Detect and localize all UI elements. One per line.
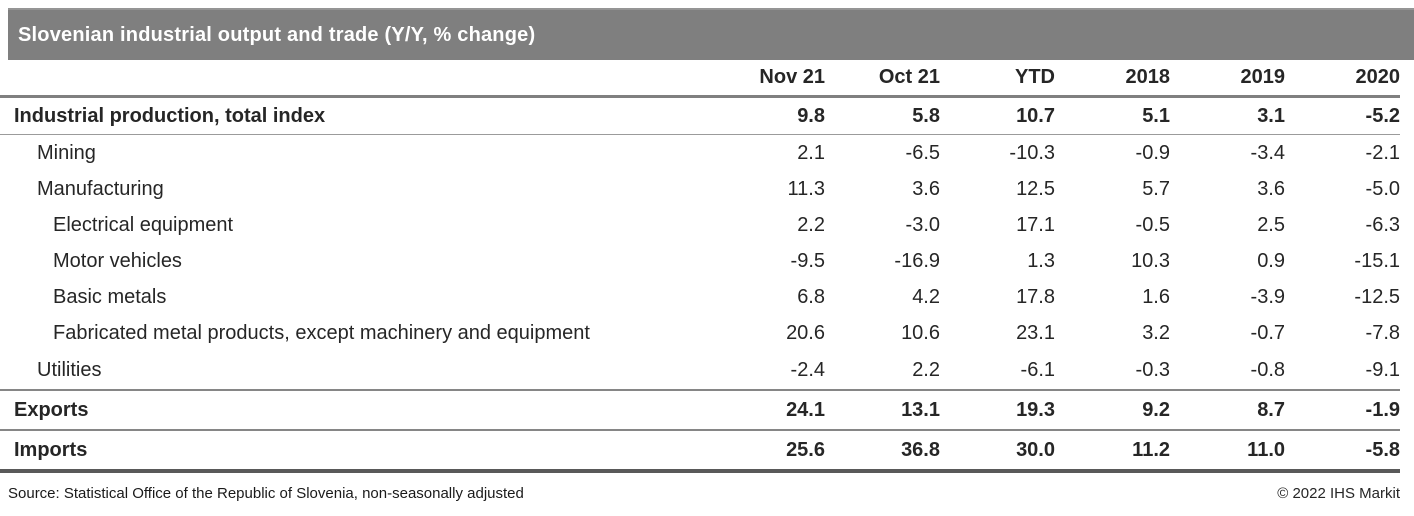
cell-value: -9.1 [1365, 358, 1400, 381]
row-label: Mining [37, 141, 96, 164]
cell-value: -5.0 [1365, 177, 1400, 200]
cell-value: -10.3 [1009, 141, 1055, 164]
row-label: Industrial production, total index [14, 104, 326, 127]
table-row: Motor vehicles -9.5 -16.9 1.3 10.3 0.9 -15.1 [0, 243, 1400, 279]
table-row: Utilities -2.4 2.2 -6.1 -0.3 -0.8 -9.1 [0, 351, 1400, 391]
cell-value: -2.1 [1365, 141, 1400, 164]
source-note: Source: Statistical Office of the Republ… [8, 485, 524, 502]
cell-value: -7.8 [1365, 321, 1400, 344]
cell-value: -12.5 [1354, 285, 1400, 308]
cell-value: -5.2 [1365, 104, 1400, 127]
cell-value: -6.1 [1020, 358, 1055, 381]
table-footer: Source: Statistical Office of the Republ… [0, 473, 1414, 502]
cell-value: -0.3 [1135, 358, 1170, 381]
cell-value: 5.7 [1142, 177, 1170, 200]
cell-value: -2.4 [790, 358, 825, 381]
cell-value: 8.7 [1257, 398, 1285, 421]
cell-value: -0.8 [1250, 358, 1285, 381]
cell-value: 3.6 [912, 177, 940, 200]
table-title: Slovenian industrial output and trade (Y… [18, 23, 536, 46]
table-body: Industrial production, total index 9.8 5.8… [0, 98, 1400, 473]
cell-value: 25.6 [786, 438, 825, 461]
column-header: YTD [1015, 66, 1055, 88]
column-header: Oct 21 [878, 66, 940, 88]
cell-value: 20.6 [786, 321, 825, 344]
table-row: Fabricated metal products, except machin… [0, 315, 1400, 351]
cell-value: 2.1 [797, 141, 825, 164]
cell-value: 5.1 [1142, 104, 1170, 127]
cell-value: 11.0 [1247, 438, 1285, 461]
cell-value: 10.3 [1131, 249, 1170, 272]
row-label: Manufacturing [37, 177, 164, 200]
cell-value: -3.0 [905, 213, 940, 236]
cell-value: 12.5 [1016, 177, 1055, 200]
column-header-row: Nov 21 Oct 21 YTD 2018 2019 2020 [0, 60, 1400, 98]
cell-value: 11.3 [787, 177, 825, 200]
cell-value: 30.0 [1016, 438, 1055, 461]
copyright-note: © 2022 IHS Markit [1277, 485, 1400, 502]
cell-value: -16.9 [894, 249, 940, 272]
table-row: Exports 24.1 13.1 19.3 9.2 8.7 -1.9 [0, 391, 1400, 431]
cell-value: 0.9 [1257, 249, 1285, 272]
table-row: Imports 25.6 36.8 30.0 11.2 11.0 -5.8 [0, 431, 1400, 473]
table-row: Manufacturing 11.3 3.6 12.5 5.7 3.6 -5.0 [0, 171, 1400, 207]
cell-value: 36.8 [901, 438, 940, 461]
cell-value: 11.2 [1132, 438, 1170, 461]
row-label: Exports [14, 398, 89, 421]
cell-value: -1.9 [1365, 398, 1400, 421]
cell-value: -5.8 [1365, 438, 1400, 461]
cell-value: 24.1 [786, 398, 825, 421]
cell-value: -0.9 [1135, 141, 1170, 164]
cell-value: -0.7 [1250, 321, 1285, 344]
cell-value: 10.6 [901, 321, 940, 344]
cell-value: -3.4 [1250, 141, 1285, 164]
industrial-output-table-figure: Slovenian industrial output and trade (Y… [0, 8, 1414, 502]
cell-value: -15.1 [1354, 249, 1400, 272]
column-header: 2019 [1240, 66, 1286, 88]
cell-value: 1.6 [1142, 285, 1170, 308]
cell-value: 17.1 [1016, 213, 1055, 236]
cell-value: -9.5 [790, 249, 825, 272]
cell-value: 23.1 [1016, 321, 1055, 344]
cell-value: 3.6 [1257, 177, 1285, 200]
table-title-bar: Slovenian industrial output and trade (Y… [8, 8, 1414, 60]
cell-value: 3.2 [1142, 321, 1170, 344]
column-header: 2018 [1125, 66, 1171, 88]
row-label: Basic metals [53, 285, 167, 308]
cell-value: 2.5 [1257, 213, 1285, 236]
cell-value: 19.3 [1016, 398, 1055, 421]
cell-value: 2.2 [797, 213, 825, 236]
row-label: Utilities [37, 358, 102, 381]
cell-value: -3.9 [1250, 285, 1285, 308]
cell-value: -0.5 [1135, 213, 1170, 236]
cell-value: 3.1 [1257, 104, 1285, 127]
cell-value: 17.8 [1016, 285, 1055, 308]
cell-value: 2.2 [912, 358, 940, 381]
row-label: Electrical equipment [53, 213, 234, 236]
column-header: 2020 [1355, 66, 1401, 88]
row-label: Motor vehicles [53, 249, 182, 272]
cell-value: 9.8 [797, 104, 825, 127]
cell-value: 1.3 [1027, 249, 1055, 272]
table-row: Electrical equipment 2.2 -3.0 17.1 -0.5 2.5 -6… [0, 207, 1400, 243]
cell-value: 10.7 [1016, 104, 1055, 127]
table-row: Mining 2.1 -6.5 -10.3 -0.9 -3.4 -2.1 [0, 135, 1400, 171]
cell-value: 13.1 [901, 398, 940, 421]
cell-value: 5.8 [912, 104, 940, 127]
cell-value: 6.8 [797, 285, 825, 308]
cell-value: -6.5 [905, 141, 940, 164]
table-row: Basic metals 6.8 4.2 17.8 1.6 -3.9 -12.5 [0, 279, 1400, 315]
cell-value: 9.2 [1142, 398, 1170, 421]
column-header: Nov 21 [759, 66, 825, 88]
row-label: Fabricated metal products, except machin… [53, 321, 590, 344]
table-row: Industrial production, total index 9.8 5.8… [0, 98, 1400, 135]
data-table: Nov 21 Oct 21 YTD 2018 2019 2020 Industrial p… [0, 60, 1414, 473]
cell-value: -6.3 [1365, 213, 1400, 236]
cell-value: 4.2 [912, 285, 940, 308]
row-label: Imports [14, 438, 88, 461]
